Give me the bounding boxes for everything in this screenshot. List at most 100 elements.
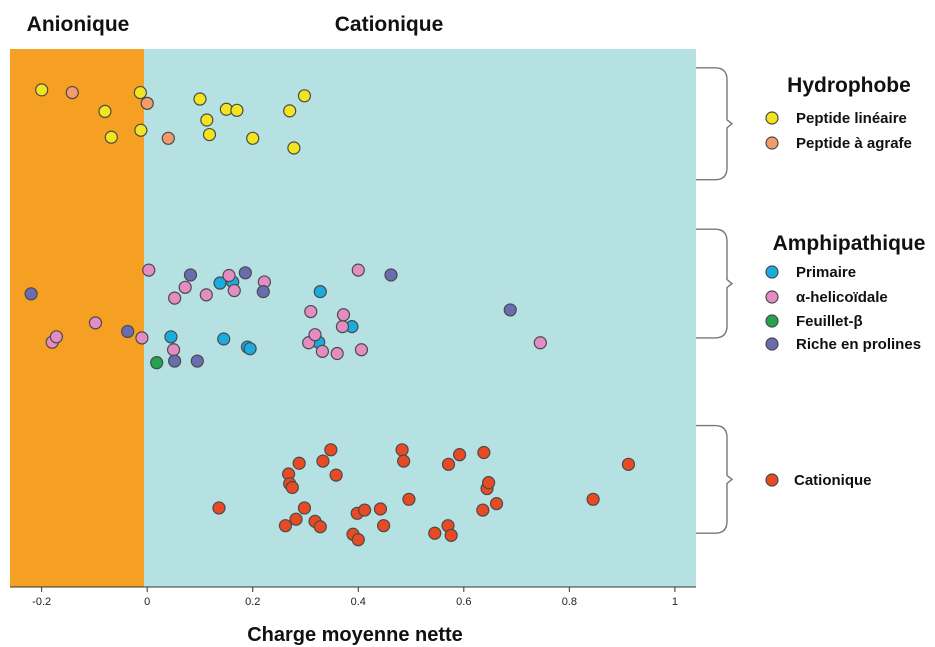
data-point [452, 448, 467, 462]
x-tick-label: 0.4 [351, 596, 366, 608]
data-point [217, 332, 231, 346]
legend-label: Peptide à agrafe [796, 135, 912, 152]
data-point [476, 503, 490, 517]
data-point [289, 512, 303, 526]
data-point [308, 328, 322, 342]
data-points [24, 83, 636, 547]
x-tick-label: -0.2 [32, 596, 51, 608]
data-point [168, 354, 182, 368]
legend-item-helicoidale: α-helicoïdale [765, 289, 888, 306]
region-titles: Anionique Cationique [27, 13, 444, 36]
series-feuillet [150, 356, 164, 370]
data-point [351, 263, 365, 277]
data-point [384, 268, 398, 282]
data-point [503, 303, 517, 317]
legend-item-riche-en-prolines: Riche en prolines [765, 336, 921, 353]
data-point [98, 104, 112, 119]
legend-item-cationique: Cationique [765, 472, 872, 489]
legend-marker [765, 337, 779, 351]
data-point [164, 330, 178, 344]
data-point [227, 283, 241, 298]
group-brackets [696, 67, 734, 534]
legend-marker [765, 473, 779, 487]
data-point [200, 113, 214, 127]
legend-label: Peptide linéaire [796, 110, 907, 127]
bracket-hydrophobe [696, 67, 734, 181]
data-point [49, 330, 64, 344]
bracket-amphipathique [696, 228, 734, 339]
legend-item-peptide-lineaire: Peptide linéaire [765, 110, 907, 127]
data-point [246, 131, 260, 145]
data-point [324, 443, 338, 457]
data-point [586, 492, 600, 506]
series-primaire [164, 275, 359, 356]
region-cationique [144, 49, 697, 587]
legend-label: Feuillet-β [796, 313, 863, 330]
data-point [287, 141, 301, 155]
data-point [168, 291, 182, 305]
series-helicoidale [45, 263, 547, 361]
data-point [441, 457, 456, 471]
x-tick-label: 0.8 [562, 596, 577, 608]
data-point [65, 85, 79, 100]
series-peptide-a-agrafe [65, 85, 175, 145]
data-point [285, 480, 299, 495]
data-point [297, 501, 312, 515]
data-point [150, 356, 164, 370]
data-point [444, 528, 458, 542]
data-point [142, 263, 156, 277]
data-point [238, 266, 252, 280]
legend-marker [765, 265, 779, 279]
region-anionique [10, 49, 145, 587]
data-point [335, 320, 350, 334]
x-tick-label: 0.6 [456, 596, 471, 608]
series-peptide-lineaire [35, 83, 312, 155]
legend-label: α-helicoïdale [796, 289, 888, 306]
data-point [183, 268, 198, 282]
data-point [533, 336, 547, 350]
data-point [133, 85, 147, 100]
charge-regions [10, 49, 697, 587]
data-point [104, 130, 118, 144]
legend-item-peptide-a-agrafe: Peptide à agrafe [765, 135, 912, 152]
data-point [193, 92, 207, 106]
region-title-anionique: Anionique [27, 13, 130, 36]
legend-label: Primaire [796, 264, 856, 281]
x-axis: -0.2 0 0.2 0.4 0.6 0.8 1 [10, 586, 696, 608]
data-point [88, 316, 103, 330]
data-point [477, 445, 491, 460]
legend-marker [765, 314, 779, 328]
data-point [121, 324, 135, 339]
legend-item-feuillet: Feuillet-β [765, 313, 863, 330]
data-point [278, 519, 293, 533]
legend-item-primaire: Primaire [765, 264, 856, 281]
legend-title-amphipathique: Amphipathique [773, 232, 926, 255]
data-point [397, 454, 411, 468]
data-point [395, 443, 409, 457]
x-axis-label: Charge moyenne nette [247, 624, 463, 646]
bracket-cationique [696, 424, 734, 534]
data-point [222, 268, 236, 283]
data-point [166, 343, 181, 357]
legend-marker [765, 111, 779, 125]
data-point [621, 457, 636, 471]
data-point [283, 104, 297, 118]
series-riche-en-prolines [24, 266, 517, 368]
data-point [178, 280, 192, 294]
data-point [202, 127, 217, 142]
data-point [330, 346, 344, 361]
x-tick-label: 0 [144, 596, 150, 608]
data-point [230, 103, 244, 117]
legend-marker [765, 136, 779, 150]
data-point [358, 503, 372, 517]
data-point [190, 354, 204, 368]
data-point [354, 343, 369, 357]
data-point [297, 89, 312, 103]
data-point [135, 331, 149, 345]
legend: Hydrophobe Amphipathique Peptide linéaire P… [765, 74, 926, 489]
data-point [35, 83, 49, 97]
data-point [313, 285, 327, 299]
legend-label: Riche en prolines [796, 336, 921, 353]
data-point [482, 476, 496, 490]
